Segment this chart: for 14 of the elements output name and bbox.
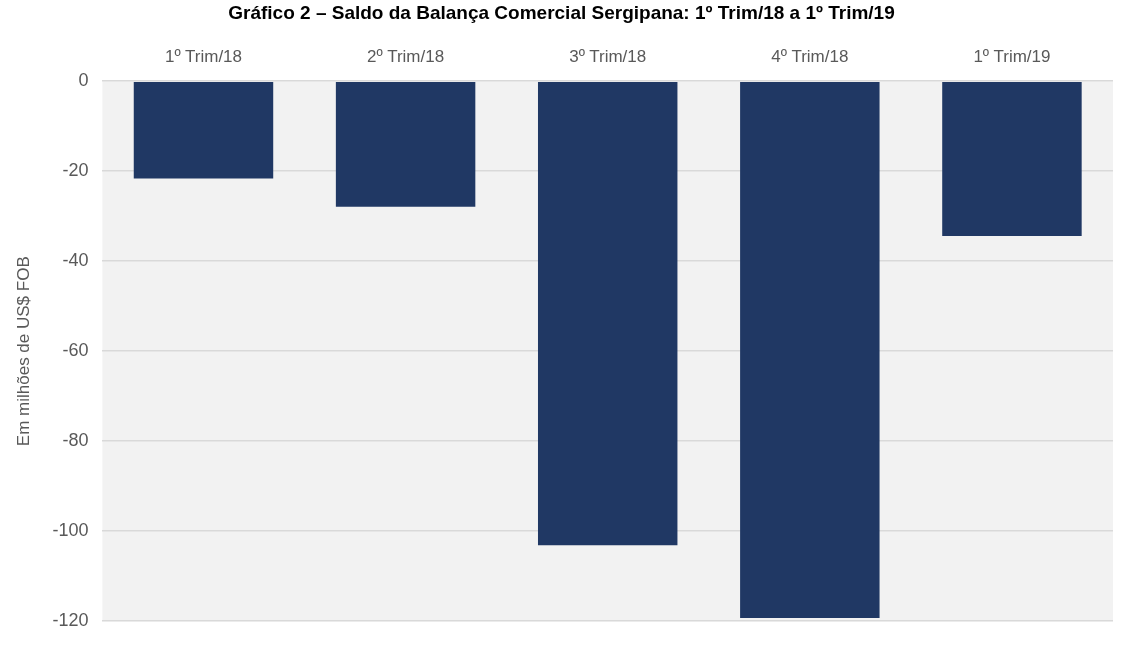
x-tick-label: 4º Trim/18: [771, 46, 849, 66]
y-tick-label: -60: [62, 340, 89, 361]
chart-title: Gráfico 2 – Saldo da Balança Comercial Sergipana: 1º Trim/18 a 1º Trim/19: [228, 1, 895, 23]
x-tick-label: 3º Trim/18: [569, 46, 647, 66]
y-tick-label: -20: [62, 160, 89, 181]
x-tick-label: 2º Trim/18: [367, 46, 445, 66]
y-axis-title: Em milhões de US$ FOB: [13, 256, 33, 447]
y-tick-label: -120: [52, 610, 89, 631]
x-tick-label: 1º Trim/18: [164, 46, 243, 66]
y-tick-label: 0: [78, 70, 89, 91]
y-tick-label: -100: [52, 520, 89, 541]
y-tick-label: -80: [62, 430, 89, 451]
y-tick-label: -40: [62, 250, 89, 271]
x-tick-label: 1º Trim/19: [973, 46, 1051, 66]
